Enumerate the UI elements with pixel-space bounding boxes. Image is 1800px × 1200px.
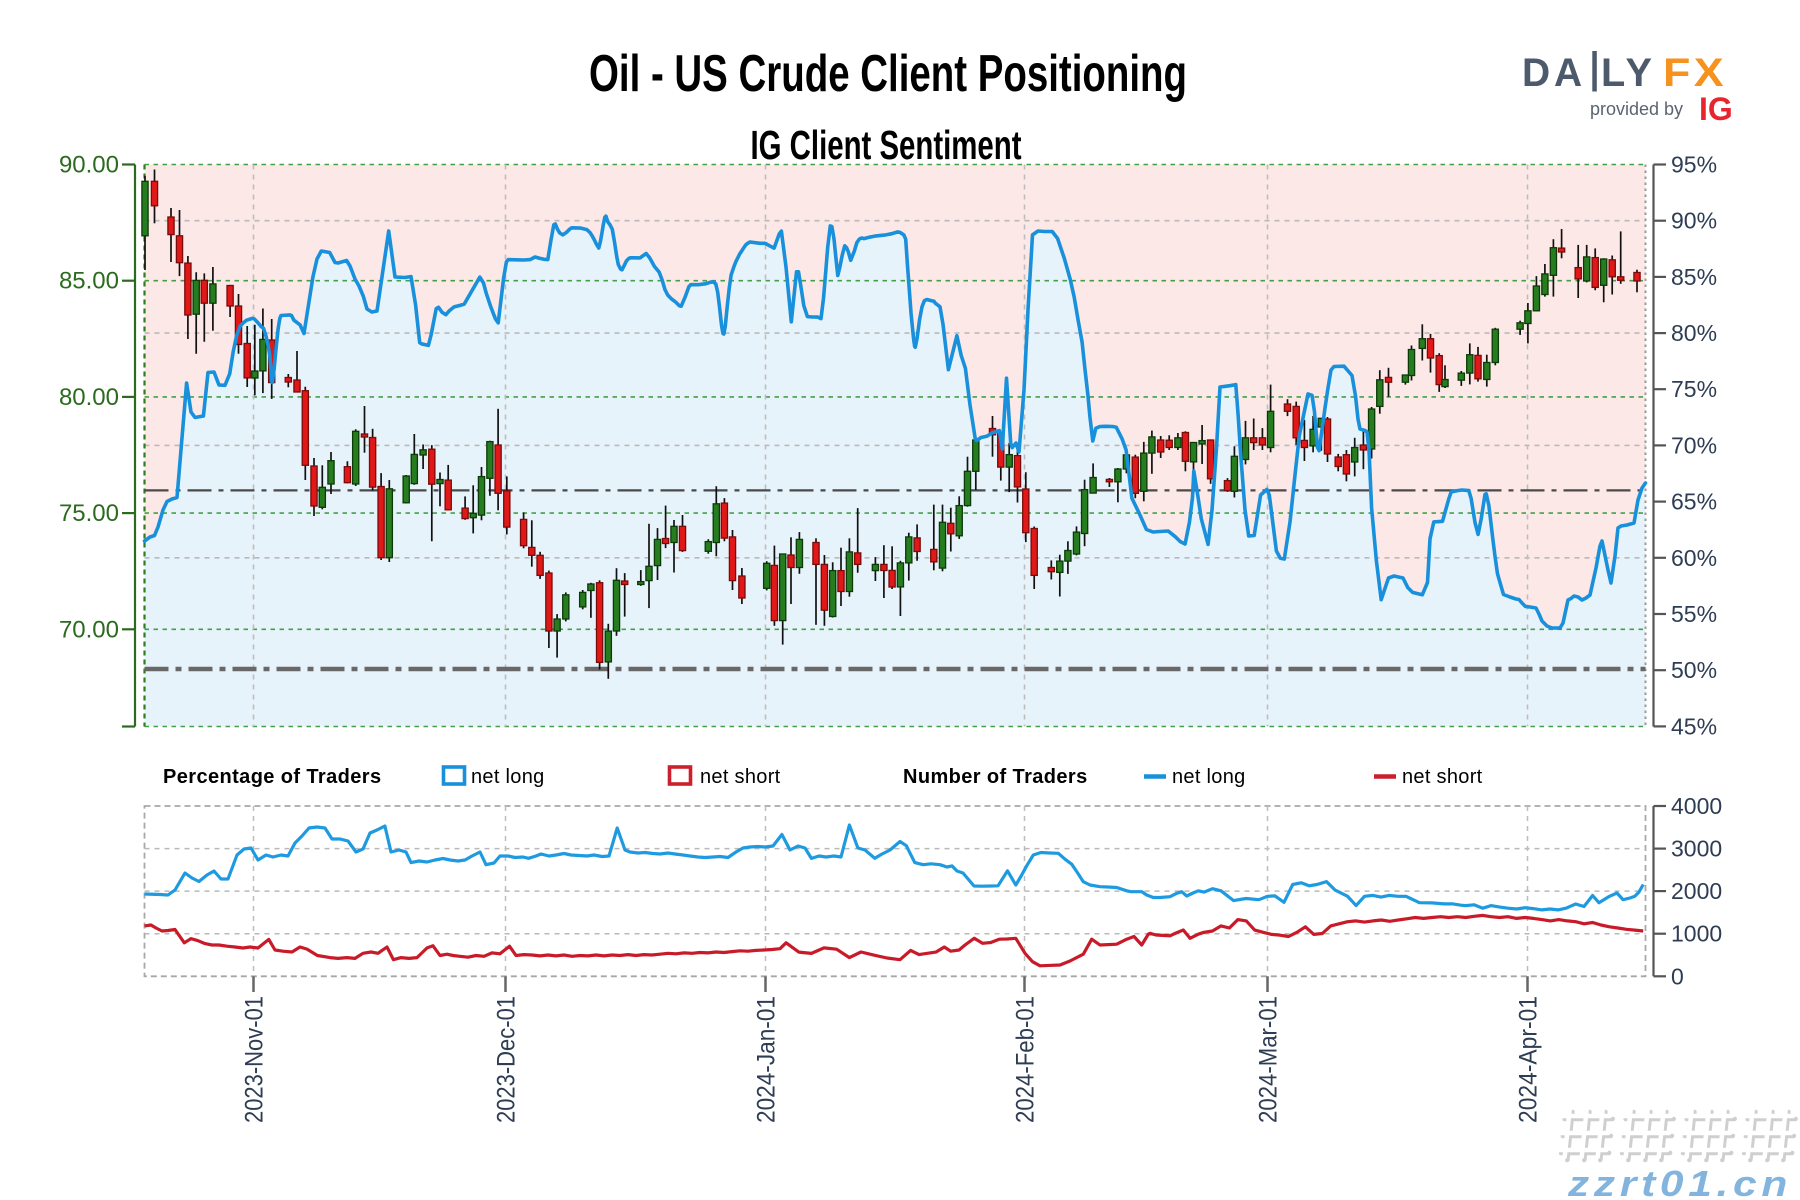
svg-text:55%: 55% xyxy=(1671,601,1717,627)
svg-text:75.00: 75.00 xyxy=(59,500,119,527)
svg-text:0: 0 xyxy=(1671,963,1684,989)
svg-text:3000: 3000 xyxy=(1671,836,1722,862)
svg-text:DA: DA xyxy=(1522,51,1586,95)
svg-text:IG Client Sentiment: IG Client Sentiment xyxy=(751,122,1022,168)
svg-text:LY: LY xyxy=(1601,51,1656,95)
svg-text:zzrt01.cn: zzrt01.cn xyxy=(1567,1163,1792,1200)
svg-text:85%: 85% xyxy=(1671,264,1717,290)
svg-text:provided by: provided by xyxy=(1590,99,1683,119)
svg-text:2024-Jan-01: 2024-Jan-01 xyxy=(753,996,781,1123)
svg-text:net long: net long xyxy=(1172,766,1246,788)
svg-text:Percentage of Traders: Percentage of Traders xyxy=(163,766,382,788)
svg-text:80%: 80% xyxy=(1671,320,1717,346)
svg-text:45%: 45% xyxy=(1671,713,1717,739)
svg-text:60%: 60% xyxy=(1671,545,1717,571)
svg-text:2000: 2000 xyxy=(1671,878,1722,904)
svg-text:Number of Traders: Number of Traders xyxy=(903,766,1088,788)
svg-text:70%: 70% xyxy=(1671,432,1717,458)
svg-text:Oil - US Crude Client Position: Oil - US Crude Client Positioning xyxy=(589,45,1187,103)
svg-text:75%: 75% xyxy=(1671,376,1717,402)
svg-text:90.00: 90.00 xyxy=(59,152,119,179)
svg-text:70.00: 70.00 xyxy=(59,616,119,643)
svg-text:2023-Nov-01: 2023-Nov-01 xyxy=(241,996,269,1123)
svg-text:net short: net short xyxy=(700,766,781,788)
svg-text:2024-Mar-01: 2024-Mar-01 xyxy=(1255,996,1283,1123)
svg-text:2024-Apr-01: 2024-Apr-01 xyxy=(1515,996,1543,1123)
svg-text:2024-Feb-01: 2024-Feb-01 xyxy=(1012,996,1040,1123)
svg-text:IG: IG xyxy=(1699,91,1733,127)
svg-text:2023-Dec-01: 2023-Dec-01 xyxy=(493,996,521,1123)
svg-text:1000: 1000 xyxy=(1671,921,1722,947)
svg-text:85.00: 85.00 xyxy=(59,268,119,295)
svg-text:50%: 50% xyxy=(1671,657,1717,683)
svg-text:net long: net long xyxy=(471,766,545,788)
svg-text:95%: 95% xyxy=(1671,152,1717,178)
svg-text:90%: 90% xyxy=(1671,208,1717,234)
svg-text:FX: FX xyxy=(1663,51,1727,95)
svg-text:net short: net short xyxy=(1402,766,1483,788)
svg-text:4000: 4000 xyxy=(1671,793,1722,819)
svg-text:80.00: 80.00 xyxy=(59,384,119,411)
svg-text:65%: 65% xyxy=(1671,489,1717,515)
